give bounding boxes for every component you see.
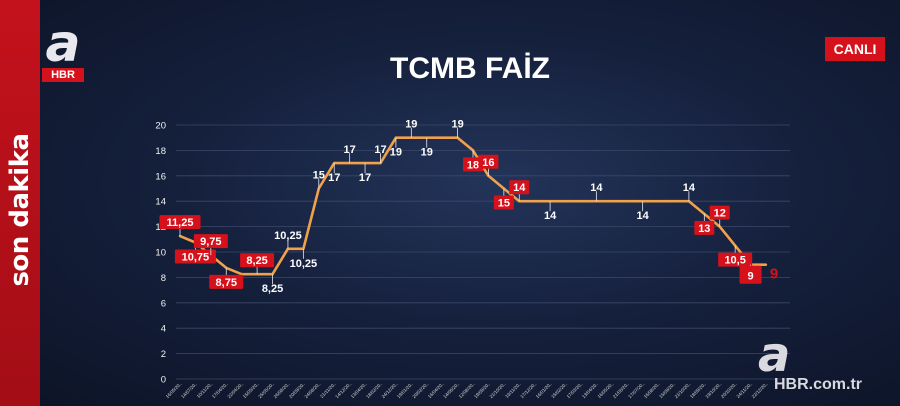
watermark-letter: a [758, 327, 791, 383]
x-tick-label: 14/07/20.. [180, 381, 198, 399]
annotation-label: 15 [313, 170, 325, 182]
annotation-label: 9,75 [200, 236, 221, 248]
annotation-label: 9 [770, 266, 778, 283]
data-point [672, 200, 675, 203]
annotation-label: 18 [467, 159, 479, 171]
y-tick-label: 16 [155, 171, 166, 182]
y-tick-label: 10 [155, 248, 166, 259]
annotation-label: 11,25 [167, 217, 194, 229]
x-tick-label: 21/10/20.. [489, 381, 507, 399]
annotation-box [463, 157, 483, 172]
annotation-label: 14 [544, 210, 557, 222]
data-point [579, 200, 583, 203]
annotation-box [718, 252, 753, 267]
annotation-label: 8,75 [216, 277, 237, 289]
watermark-site: HBR.com.tr [774, 376, 863, 393]
annotation-label: 13 [698, 223, 710, 235]
logo-hbr: HBR [42, 68, 84, 82]
data-point [440, 136, 444, 139]
data-point [240, 273, 243, 276]
chart-title: TCMB FAİZ [390, 52, 550, 85]
live-badge: CANLI [825, 37, 885, 61]
watermark-logo: a HBR.com.tr [752, 330, 892, 398]
annotation-box [478, 154, 499, 169]
data-point [626, 200, 629, 203]
annotation-label: 14 [513, 182, 526, 194]
annotation-box [174, 249, 216, 264]
annotation-box [509, 180, 530, 195]
data-point [533, 200, 536, 203]
data-point [271, 273, 274, 276]
y-tick-label: 6 [161, 298, 166, 309]
y-tick-label: 8 [161, 273, 166, 284]
annotation-label: 17 [374, 144, 386, 156]
annotation-label: 19 [390, 147, 402, 159]
y-tick-label: 0 [161, 375, 166, 386]
annotation-label: 17 [359, 172, 371, 184]
annotation-label: 17 [328, 172, 340, 184]
annotation-label: 15 [498, 198, 510, 210]
y-tick-label: 2 [161, 349, 166, 360]
annotation-label: 19 [405, 119, 417, 131]
annotation-label: 19 [451, 119, 463, 131]
data-point [610, 200, 613, 203]
annotation-box [493, 195, 514, 210]
data-point [764, 263, 768, 266]
annotation-label: 12 [714, 208, 726, 220]
annotation-box [694, 220, 715, 235]
annotation-label: 10,75 [182, 251, 210, 263]
annotation-label: 10,5 [724, 255, 745, 267]
data-point [656, 200, 660, 203]
data-point [564, 200, 567, 203]
logo-letter: a [45, 14, 81, 74]
side-band: son dakika [0, 0, 40, 406]
annotation-label: 14 [590, 182, 603, 194]
y-tick-label: 4 [161, 324, 166, 335]
annotation-label: 14 [637, 210, 650, 222]
y-tick-label: 14 [155, 197, 166, 208]
x-tick-label: 20/10/20.. [720, 381, 738, 399]
annotation-label: 8,25 [246, 255, 267, 267]
annotation-label: 10,25 [290, 258, 318, 270]
annotation-box [739, 265, 762, 284]
annotation-label: 10,25 [274, 230, 302, 242]
annotation-box [193, 234, 228, 249]
annotation-label: 19 [421, 147, 433, 159]
annotation-label: 14 [683, 182, 696, 194]
a-haber-logo: a HBR [40, 18, 86, 86]
annotation-box [209, 274, 244, 289]
annotation-box [240, 253, 275, 268]
annotation-label: 16 [482, 157, 494, 169]
annotation-label: 8,25 [262, 283, 283, 295]
annotation-label: 9 [748, 271, 754, 283]
x-tick-label: 24/08/20.. [304, 381, 322, 399]
y-tick-label: 20 [155, 121, 166, 132]
annotation-box [709, 205, 730, 220]
annotation-label: 17 [344, 144, 356, 156]
annotation-box [159, 215, 201, 230]
y-tick-label: 18 [155, 146, 166, 157]
